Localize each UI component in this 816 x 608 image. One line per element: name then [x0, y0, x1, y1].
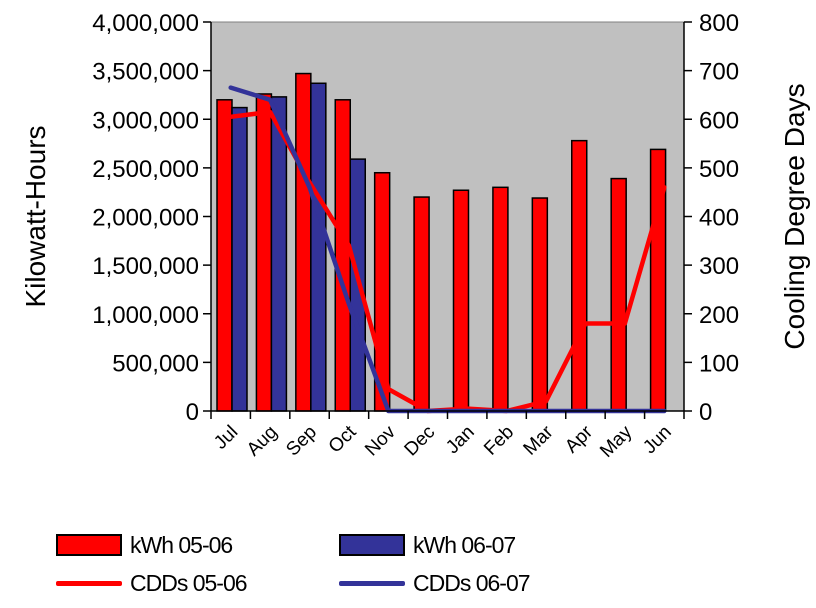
y-tick-label: 1,000,000	[92, 302, 199, 329]
x-tick-label: Jan	[442, 422, 479, 459]
y2-tick-label: 700	[699, 59, 739, 86]
bar	[231, 106, 248, 412]
x-tick-label: Nov	[361, 421, 400, 460]
legend-swatch	[339, 580, 405, 586]
y2-tick-label: 500	[699, 156, 739, 183]
bar	[270, 96, 288, 412]
bar	[571, 139, 588, 412]
y2-tick-label: 800	[699, 10, 739, 37]
bar	[610, 177, 627, 412]
y-tick-label: 2,500,000	[92, 156, 199, 183]
y2-tick-label: 600	[699, 107, 739, 134]
legend-swatch	[339, 534, 405, 556]
bar	[255, 93, 273, 412]
plot-area	[210, 21, 685, 412]
legend-item-kwh-06-07: kWh 06-07	[339, 530, 516, 560]
legend-item-cdds-05-06: CDDs 05-06	[56, 568, 248, 598]
y-tick-label: 1,500,000	[92, 253, 199, 280]
legend-item-kwh-05-06: kWh 05-06	[56, 530, 233, 560]
bar	[310, 82, 327, 412]
bar	[413, 196, 430, 412]
y-tick-label: 3,500,000	[92, 59, 199, 86]
x-tick-label: Dec	[401, 422, 440, 461]
bar	[492, 186, 509, 412]
y-tick-label: 500,000	[112, 350, 199, 377]
x-tick-label: Apr	[561, 421, 597, 457]
legend-label: CDDs 05-06	[130, 569, 248, 596]
y-tick-label: 3,000,000	[92, 107, 199, 134]
y-tick-label: 0	[186, 399, 199, 426]
x-tick-label: May	[596, 421, 637, 462]
legend-label: CDDs 06-07	[413, 569, 531, 596]
left-y-axis: 0 500,000 1,000,000 1,500,000 2,000,000 2,500…	[92, 10, 212, 426]
x-tick-label: Aug	[243, 422, 282, 461]
legend-label: kWh 05-06	[130, 531, 233, 558]
y-axis-title: Kilowatt-Hours	[20, 125, 51, 307]
bar	[452, 189, 470, 412]
legend-label: kWh 06-07	[413, 531, 516, 558]
x-tick-label: Jul	[210, 422, 242, 454]
x-tick-label: Feb	[480, 422, 518, 460]
combo-chart: 0 500,000 1,000,000 1,500,000 2,000,000 2,500…	[20, 10, 810, 462]
x-tick-label: Jun	[639, 422, 676, 459]
y-tick-label: 4,000,000	[92, 10, 199, 37]
x-tick-label: Sep	[282, 422, 321, 461]
y2-tick-label: 200	[699, 302, 739, 329]
legend-item-cdds-06-07: CDDs 06-07	[339, 568, 531, 598]
y2-tick-label: 400	[699, 205, 739, 232]
x-tick-label: Oct	[325, 421, 361, 457]
y2-tick-label: 300	[699, 253, 739, 280]
x-axis: Jul Aug Sep Oct Nov Dec Jan Feb Mar Apr May Jun	[210, 410, 685, 462]
bar	[216, 99, 233, 412]
bar	[531, 197, 549, 412]
legend-swatch	[56, 534, 122, 556]
y2-tick-label: 0	[699, 399, 712, 426]
bar	[295, 72, 312, 412]
right-y-axis: 0 100 200 300 400 500 600 700 800	[683, 10, 739, 426]
x-tick-label: Mar	[520, 421, 558, 459]
y2-tick-label: 100	[699, 350, 739, 377]
bar	[334, 99, 351, 412]
legend: kWh 05-06 kWh 06-07 CDDs 05-06 CDDs 06-0…	[56, 530, 616, 604]
y2-axis-title: Cooling Degree Days	[779, 83, 810, 349]
legend-swatch	[56, 580, 122, 586]
y-tick-label: 2,000,000	[92, 205, 199, 232]
